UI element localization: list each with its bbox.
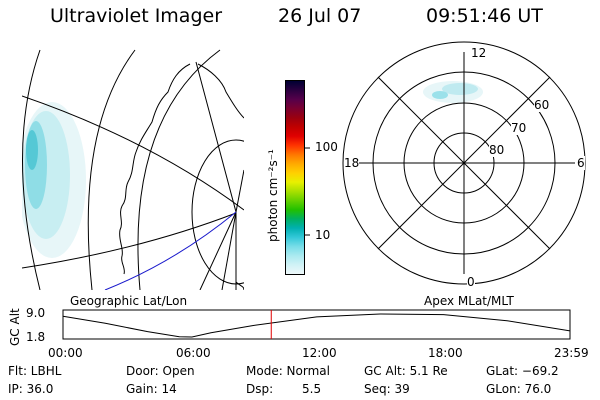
status-filter: Flt: LBHL [8, 364, 62, 378]
colorbar-tick-10: 10 [315, 228, 331, 242]
time-tick-1800: 18:00 [428, 346, 463, 360]
observation-date: 26 Jul 07 [278, 5, 362, 27]
coastline [119, 63, 244, 275]
time-tick-0600: 06:00 [176, 346, 211, 360]
map-latitude-arc [22, 95, 244, 211]
status-door: Door: Open [126, 364, 195, 378]
aurora-emission-map [22, 102, 86, 258]
altitude-strip-frame [62, 309, 571, 340]
status-seq: Seq: 39 [364, 382, 410, 396]
polar-label-12: 12 [470, 46, 488, 60]
altitude-tick-min: 1.8 [26, 330, 46, 344]
polar-label-6: 6 [577, 156, 585, 170]
polar-label-0: 0 [467, 275, 475, 289]
polar-outer-circle [342, 41, 586, 285]
polar-lat-60: 60 [534, 98, 550, 112]
polar-lat-80: 80 [489, 143, 505, 157]
status-dsp-value: 5.5 [302, 382, 322, 396]
aurora-emission-polar [423, 81, 483, 103]
map-longitude-arc-1 [22, 49, 41, 290]
colorbar [285, 80, 305, 275]
observation-time: 09:51:46 UT [426, 5, 543, 27]
instrument-title: Ultraviolet Imager [50, 5, 223, 27]
map-latitude-arc-lower [22, 212, 237, 269]
status-dsp-label: Dsp: [246, 382, 274, 396]
status-glon: GLon: 76.0 [486, 382, 552, 396]
time-tick-2359: 23:59 [554, 346, 589, 360]
polar-projection-label: Apex MLat/MLT [424, 294, 514, 308]
polar-label-18: 18 [344, 156, 360, 170]
orbit-altitude-curve [62, 313, 571, 338]
status-glat: GLat: −69.2 [486, 364, 559, 378]
status-ip: IP: 36.0 [8, 382, 54, 396]
spacecraft-ground-track [104, 211, 237, 290]
status-mode: Mode: Normal [246, 364, 330, 378]
time-tick-1200: 12:00 [302, 346, 337, 360]
polar-lat-70: 70 [511, 121, 527, 135]
status-gc-alt: GC Alt: 5.1 Re [364, 364, 448, 378]
map-projection-label: Geographic Lat/Lon [70, 294, 188, 308]
map-longitude-arc-2 [87, 49, 136, 290]
status-gain: Gain: 14 [126, 382, 177, 396]
time-tick-0000: 00:00 [48, 346, 83, 360]
altitude-tick-max: 9.0 [26, 306, 46, 320]
colorbar-tick-100: 100 [315, 140, 338, 154]
